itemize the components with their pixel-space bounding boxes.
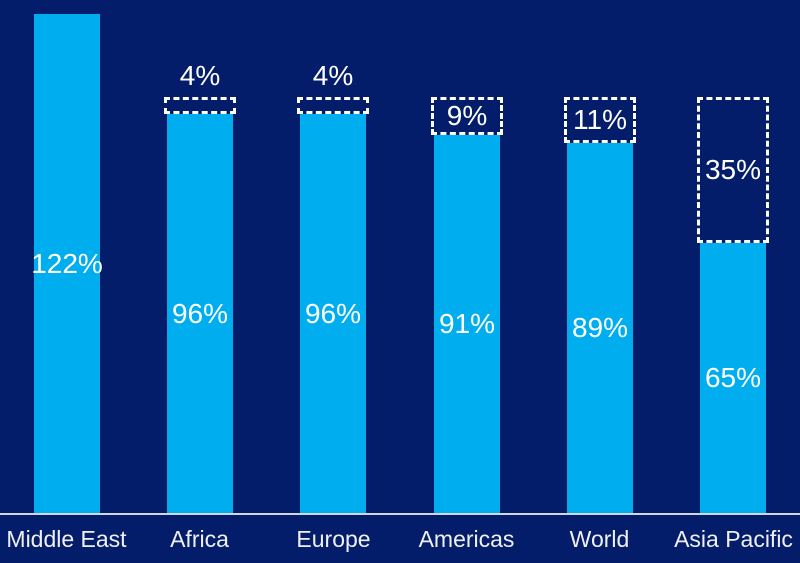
x-axis-label-europe: Europe	[296, 525, 371, 552]
bar-value-label-americas: 91%	[438, 308, 496, 340]
bar-value-label-asia-pacific: 65%	[704, 362, 762, 394]
gap-label-europe: 4%	[312, 60, 354, 91]
bar-africa	[167, 113, 233, 514]
x-axis-label-middle-east: Middle East	[6, 525, 127, 552]
gap-label-africa: 4%	[179, 60, 221, 91]
bar-europe	[300, 113, 366, 514]
bar-value-label-africa: 96%	[171, 297, 229, 329]
bar-value-label-world: 89%	[571, 312, 629, 344]
x-axis-label-americas: Americas	[418, 525, 515, 552]
bar-americas	[434, 134, 500, 514]
gap-label-americas: 9%	[446, 99, 488, 131]
x-axis-label-world: World	[569, 525, 630, 552]
bar-middle-east	[34, 13, 100, 514]
x-axis-label-africa: Africa	[170, 525, 229, 552]
gap-box-world	[564, 97, 636, 143]
gap-box-asia-pacific	[697, 97, 769, 243]
gap-box-africa	[164, 97, 236, 114]
x-axis-line	[0, 513, 800, 515]
gap-label-world: 11%	[573, 103, 627, 135]
bar-value-label-europe: 96%	[304, 297, 362, 329]
gap-label-asia-pacific: 35%	[704, 153, 762, 185]
gap-box-europe	[297, 97, 369, 114]
bar-world	[567, 142, 633, 514]
x-axis-label-asia-pacific: Asia Pacific	[674, 525, 793, 552]
bar-value-label-middle-east: 122%	[31, 247, 103, 279]
gap-box-americas	[431, 97, 503, 135]
bar-asia-pacific	[700, 242, 766, 514]
